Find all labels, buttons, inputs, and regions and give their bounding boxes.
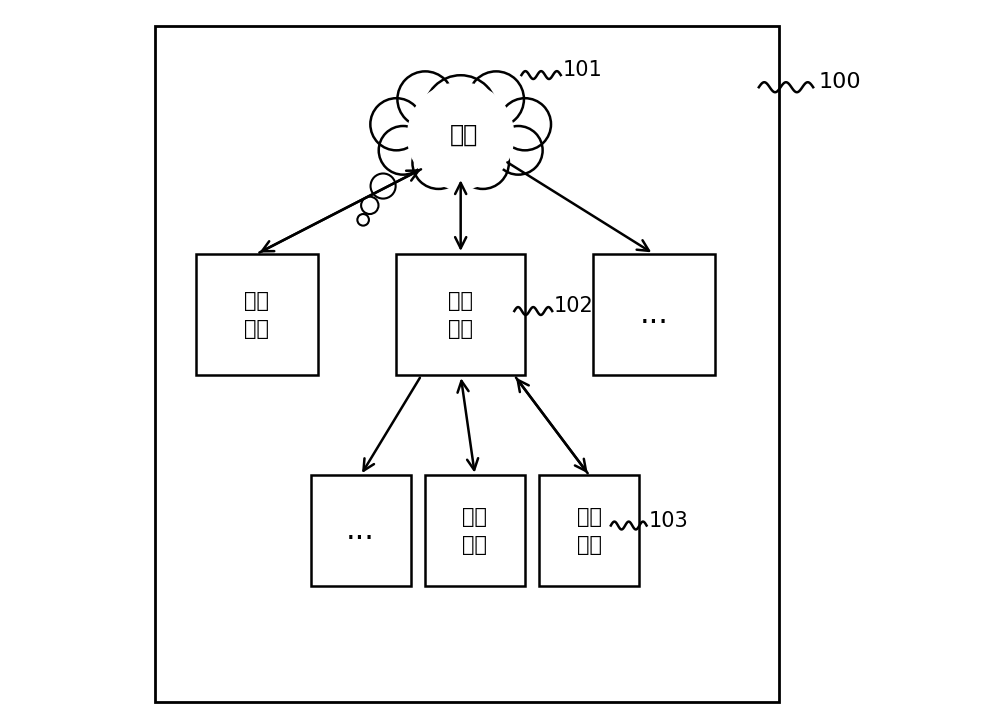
FancyBboxPatch shape xyxy=(396,254,525,375)
FancyBboxPatch shape xyxy=(425,475,525,586)
FancyBboxPatch shape xyxy=(539,475,639,586)
Circle shape xyxy=(457,137,509,189)
FancyBboxPatch shape xyxy=(311,475,411,586)
Text: 边缘
网关: 边缘 网关 xyxy=(244,290,269,339)
Text: 103: 103 xyxy=(649,511,688,531)
Circle shape xyxy=(412,137,465,189)
Circle shape xyxy=(468,72,524,127)
Text: 102: 102 xyxy=(554,296,593,316)
Text: ...: ... xyxy=(639,300,668,329)
FancyBboxPatch shape xyxy=(593,254,714,375)
Text: 云端: 云端 xyxy=(450,122,478,147)
Circle shape xyxy=(397,72,453,127)
Circle shape xyxy=(408,83,514,189)
Text: 边缘
网关: 边缘 网关 xyxy=(448,290,473,339)
Text: 采集
设备: 采集 设备 xyxy=(462,507,487,555)
Text: 100: 100 xyxy=(818,72,861,92)
Text: 101: 101 xyxy=(563,60,603,80)
FancyBboxPatch shape xyxy=(155,26,779,702)
Circle shape xyxy=(361,197,378,214)
FancyBboxPatch shape xyxy=(196,254,318,375)
Text: 采集
设备: 采集 设备 xyxy=(577,507,602,555)
Circle shape xyxy=(379,126,427,174)
Circle shape xyxy=(370,98,422,150)
Circle shape xyxy=(357,214,369,226)
Text: ...: ... xyxy=(346,516,375,546)
Circle shape xyxy=(494,126,543,174)
Circle shape xyxy=(371,174,396,199)
Circle shape xyxy=(424,75,497,148)
Circle shape xyxy=(499,98,551,150)
